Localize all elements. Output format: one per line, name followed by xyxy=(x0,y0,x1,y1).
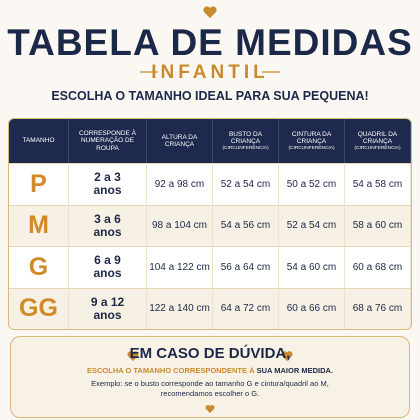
header-line: (CIRCUNFERÊNCIA) xyxy=(222,145,269,151)
table-cell: 92 a 98 cm xyxy=(147,163,213,205)
subtitle: INFANTIL xyxy=(151,62,269,83)
header-line: (CIRCUNFERÊNCIA) xyxy=(288,145,335,151)
table-cell: 98 a 104 cm xyxy=(147,204,213,246)
table-cell: 2 a 3 anos xyxy=(69,163,147,205)
table-cell: 6 a 9 anos xyxy=(69,246,147,288)
header-line: CRIANÇA xyxy=(164,141,195,148)
column-header: BUSTO DA CRIANÇA (CIRCUNFERÊNCIA) xyxy=(213,119,279,163)
decor xyxy=(127,351,293,413)
cell-line: anos xyxy=(93,183,122,198)
table-cell: 64 a 72 cm xyxy=(213,287,279,329)
heart-icon xyxy=(127,351,139,361)
column-header: ALTURA DA CRIANÇA xyxy=(147,119,213,163)
example-line: Exemplo: se o busto corresponde ao taman… xyxy=(91,379,329,388)
size-label: P xyxy=(9,163,69,205)
header-line: CRIANÇA xyxy=(230,138,261,146)
table-cell: 60 a 68 cm xyxy=(345,246,411,288)
size-label: GG xyxy=(9,287,69,329)
tip-advice: ESCOLHA O TAMANHO CORRESPONDENTE À SUA M… xyxy=(11,366,409,375)
header-line: BUSTO DA xyxy=(228,130,263,138)
header-line: QUADRIL DA xyxy=(357,130,398,138)
table-cell: 58 a 60 cm xyxy=(345,204,411,246)
advice-part: ESCOLHA O TAMANHO CORRESPONDENTE À xyxy=(87,366,255,375)
header-line: TAMANHO xyxy=(22,137,55,145)
table-cell: 104 a 122 cm xyxy=(147,246,213,288)
title: TABELA DE MEDIDAS xyxy=(7,22,413,63)
cell-line: anos xyxy=(93,266,122,281)
cell-line: 2 a 3 xyxy=(94,170,121,185)
table-cell: 50 a 52 cm xyxy=(279,163,345,205)
size-label: G xyxy=(9,246,69,288)
table-cell: 60 a 66 cm xyxy=(279,287,345,329)
header-line: (CIRCUNFERÊNCIA) xyxy=(354,145,401,151)
tagline: ESCOLHA O TAMANHO IDEAL PARA SUA PEQUENA… xyxy=(51,89,369,103)
tip-box: EM CASO DE DÚVIDA, ESCOLHA O TAMANHO COR… xyxy=(10,336,410,418)
heart-icon xyxy=(281,351,293,361)
header-line: CRIANÇA xyxy=(296,138,327,146)
size-label: M xyxy=(9,204,69,246)
example-line: recomendamos escolher o G. xyxy=(160,389,260,399)
tip-example: Exemplo: se o busto corresponde ao taman… xyxy=(11,379,409,399)
table-cell: 54 a 56 cm xyxy=(213,204,279,246)
table-cell: 54 a 60 cm xyxy=(279,246,345,288)
heart-icon xyxy=(203,6,217,18)
table-cell: 3 a 6 anos xyxy=(69,204,147,246)
cell-line: 9 a 12 xyxy=(90,294,125,309)
table-cell: 68 a 76 cm xyxy=(345,287,411,329)
table-cell: 54 a 58 cm xyxy=(345,163,411,205)
size-table: TAMANHO CORRESPONDE À NUMERAÇÃO DE ROUPA AL… xyxy=(8,118,412,330)
column-header: QUADRIL DA CRIANÇA (CIRCUNFERÊNCIA) xyxy=(345,119,411,163)
header-line: ALTURA DA xyxy=(161,133,198,141)
decor xyxy=(140,6,280,73)
column-header: CORRESPONDE À NUMERAÇÃO DE ROUPA xyxy=(69,119,147,163)
cell-line: anos xyxy=(93,307,122,322)
table-cell: 56 a 64 cm xyxy=(213,246,279,288)
cell-line: 6 a 9 xyxy=(94,253,121,268)
table-cell: 122 a 140 cm xyxy=(147,287,213,329)
table-cell: 9 a 12 anos xyxy=(69,287,147,329)
header-line: CORRESPONDE À xyxy=(78,129,137,137)
header-line: CRIANÇA xyxy=(362,138,393,146)
advice-part: SUA MAIOR MEDIDA. xyxy=(256,366,333,375)
cell-line: 3 a 6 xyxy=(94,211,121,226)
tip-heading: EM CASO DE DÚVIDA, xyxy=(129,345,291,362)
column-header: TAMANHO xyxy=(9,119,69,163)
cell-line: anos xyxy=(93,224,122,239)
header-line: NUMERAÇÃO DE ROUPA xyxy=(80,137,135,152)
table-cell: 52 a 54 cm xyxy=(213,163,279,205)
column-header: CINTURA DA CRIANÇA (CIRCUNFERÊNCIA) xyxy=(279,119,345,163)
heart-icon xyxy=(205,405,215,413)
table-cell: 52 a 54 cm xyxy=(279,204,345,246)
header-line: CINTURA DA xyxy=(291,130,332,138)
